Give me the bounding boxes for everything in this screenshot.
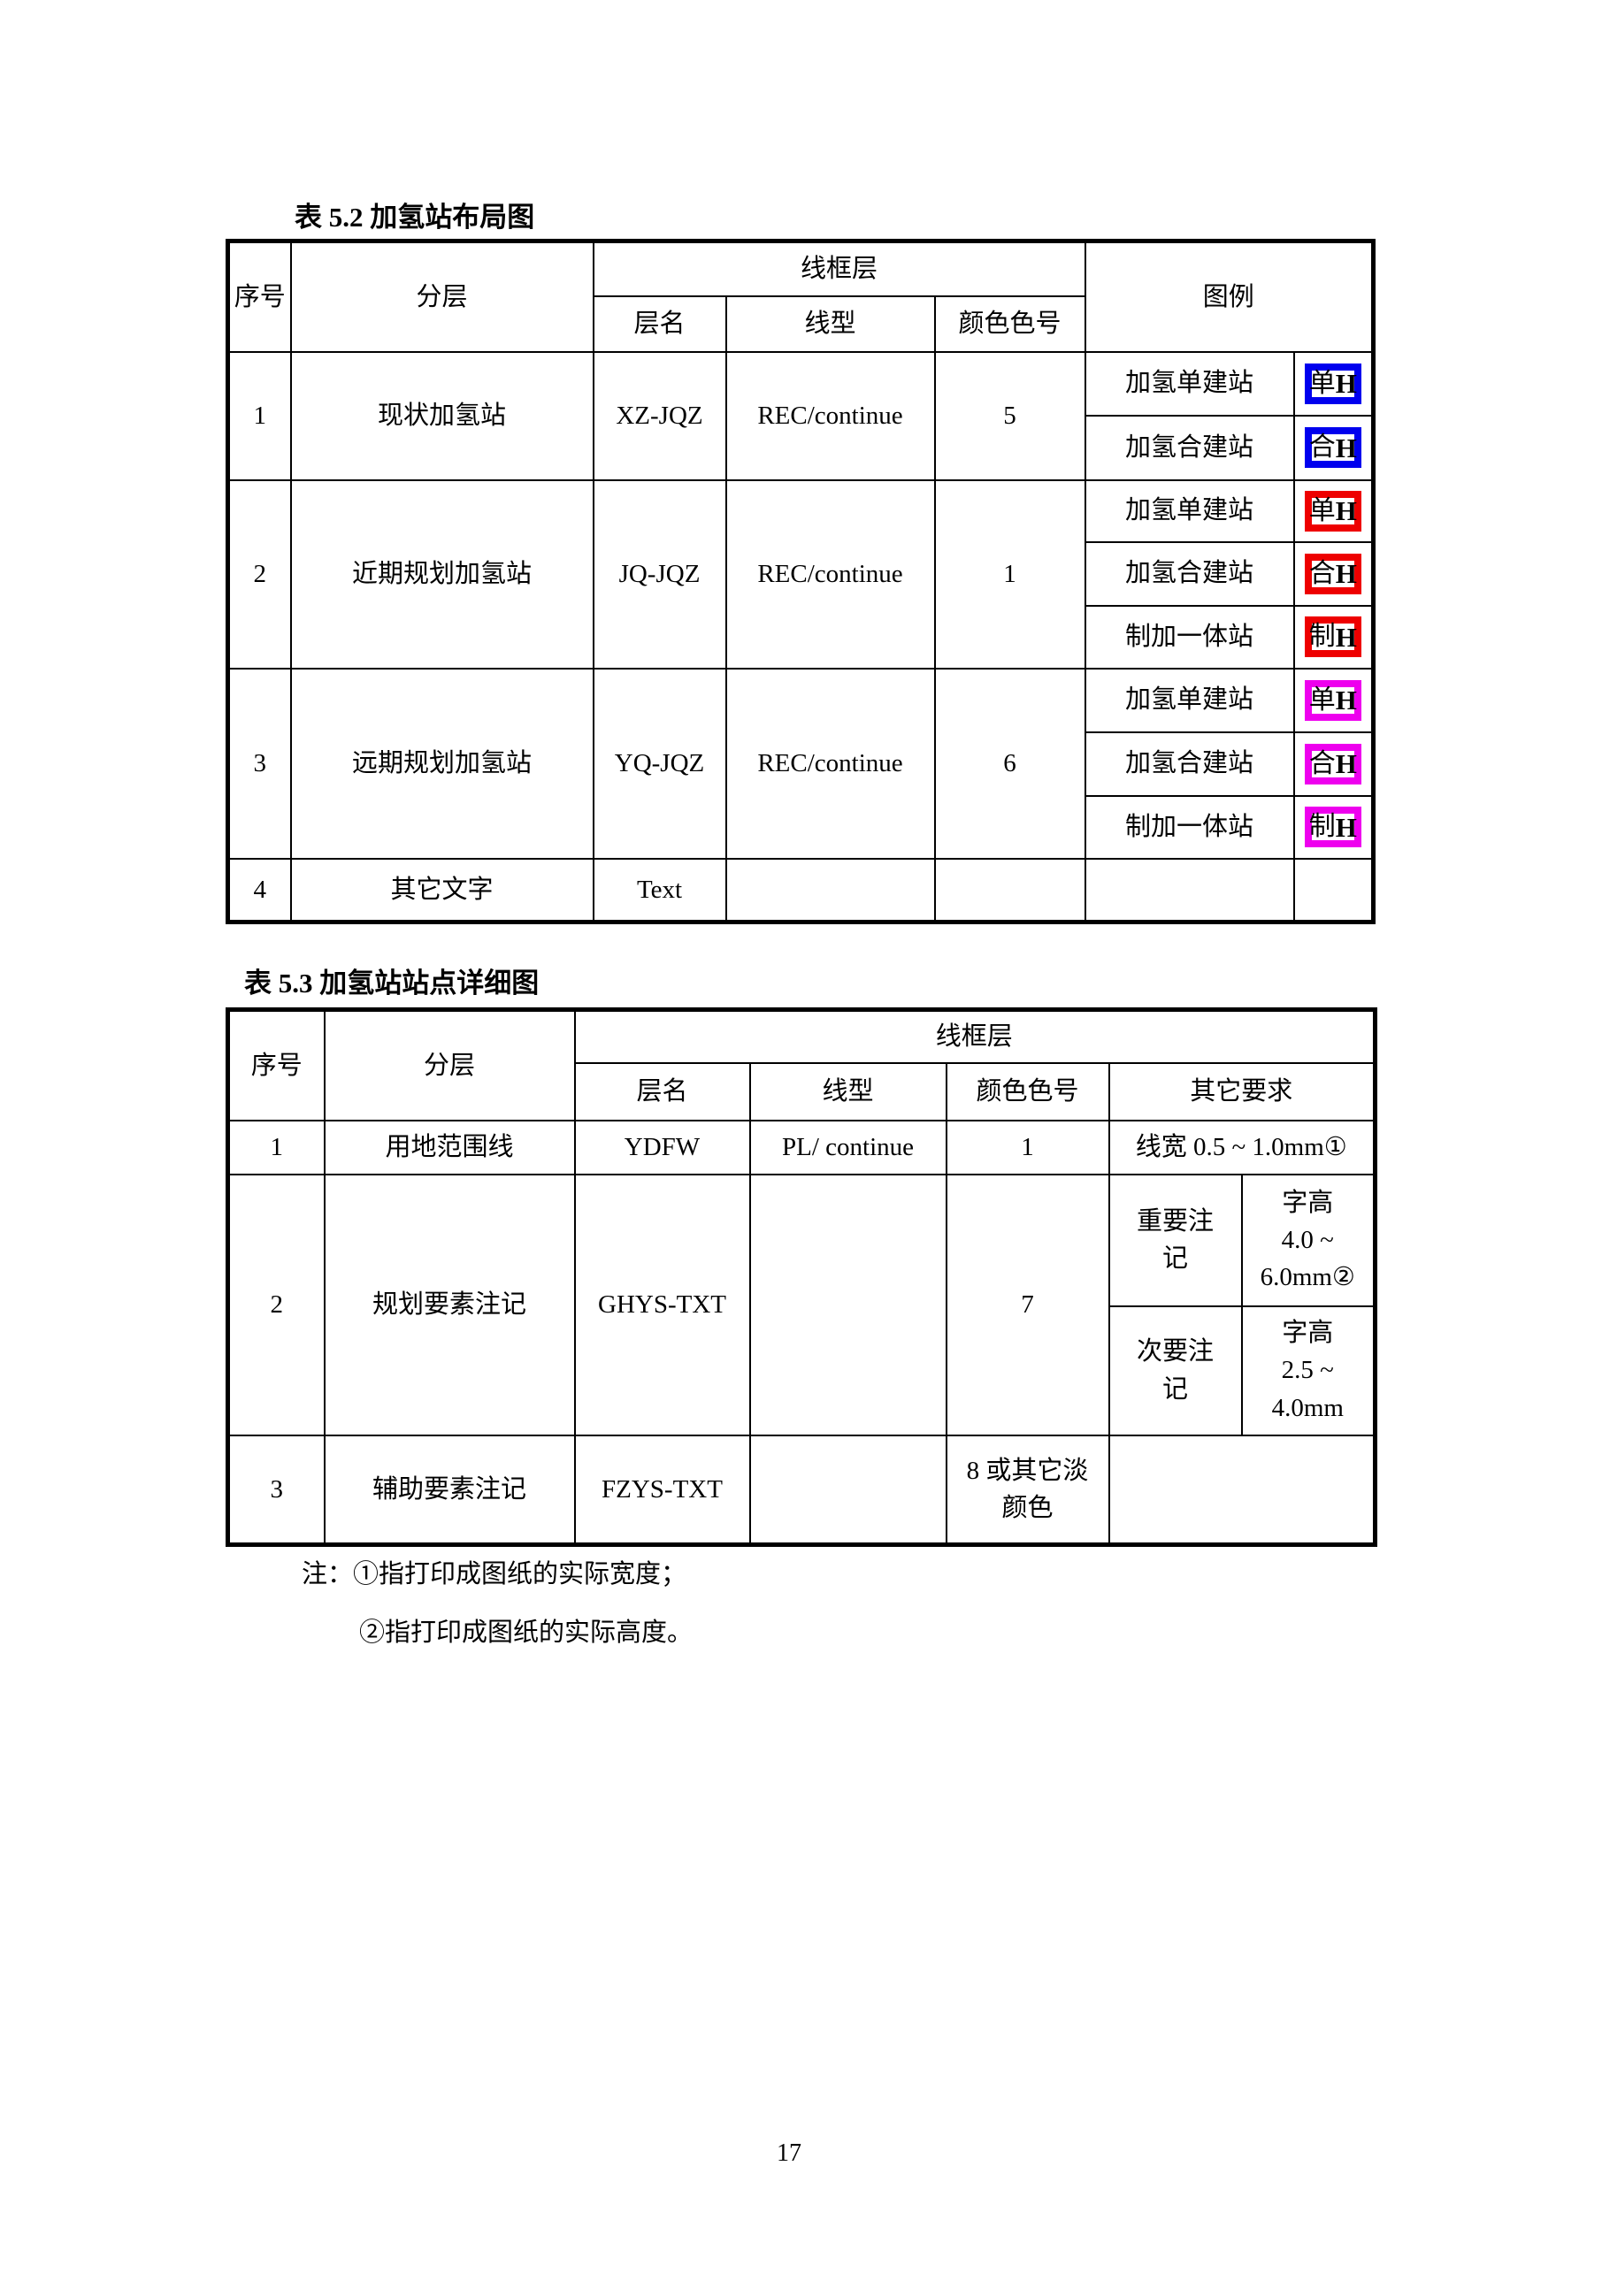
t52-row3-legend-label: 加氢单建站 — [1084, 667, 1295, 733]
t52-row2-legend-label: 加氢单建站 — [1084, 478, 1295, 543]
t52-row4-legend-symbol-cell — [1292, 857, 1375, 923]
t53-row3-layer: 辅助要素注记 — [323, 1434, 576, 1546]
t52-row2-layer-name: JQ-JQZ — [592, 478, 727, 670]
t53-row1-other-req: 线宽 0.5 ~ 1.0mm① — [1108, 1119, 1376, 1175]
t52-row1-layer: 现状加氢站 — [289, 350, 594, 481]
t53-header-color-no: 颜色色号 — [945, 1061, 1110, 1121]
t52-header-legend: 图例 — [1084, 240, 1375, 353]
t53-row3-other-req — [1108, 1434, 1376, 1546]
t52-row3-color-no: 6 — [933, 667, 1086, 860]
t53-header-no: 序号 — [226, 1008, 326, 1121]
t52-row2-legend-label: 加氢合建站 — [1084, 540, 1295, 607]
t53-row2-layer-name: GHYS-TXT — [573, 1173, 751, 1436]
t52-row2-legend-label: 制加一体站 — [1084, 604, 1295, 670]
table-5-3-title: 表 5.3 加氢站站点详细图 — [244, 968, 540, 999]
t53-row1-line-type: PL/ continue — [748, 1119, 947, 1175]
footnote-width: 注：①指打印成图纸的实际宽度； — [302, 1560, 687, 1588]
t52-header-color-no: 颜色色号 — [933, 295, 1086, 353]
t52-row2-layer: 近期规划加氢站 — [289, 478, 594, 670]
table-5-2: 序号 分层 线框层 图例 层名 线型 颜色色号 1 现状加氢站 XZ-JQZ R… — [226, 239, 1376, 924]
t52-row3-legend-label: 加氢合建站 — [1084, 731, 1295, 797]
t52-row2-line-type: REC/continue — [724, 478, 936, 670]
t53-row2-req-minor: 字高 2.5 ~ 4.0mm — [1240, 1305, 1376, 1436]
t52-row4-line-type — [724, 857, 936, 923]
t52-row1-layer-name: XZ-JQZ — [592, 350, 727, 481]
t52-row3-legend-label: 制加一体站 — [1084, 794, 1295, 860]
t52-row4-layer-name: Text — [592, 857, 727, 923]
t52-row1-no: 1 — [226, 350, 292, 481]
t52-row1-legend-label: 加氢合建站 — [1084, 414, 1295, 481]
t52-row4-color-no — [933, 857, 1086, 923]
t53-header-other-req: 其它要求 — [1108, 1061, 1376, 1121]
footnote-height: ②指打印成图纸的实际高度。 — [359, 1619, 694, 1647]
t52-row3-layer: 远期规划加氢站 — [289, 667, 594, 860]
t53-row1-no: 1 — [226, 1119, 326, 1175]
t53-header-frame-layer: 线框层 — [573, 1008, 1376, 1064]
t53-row2-no: 2 — [226, 1173, 326, 1436]
t53-row2-color-no: 7 — [945, 1173, 1110, 1436]
t53-header-layer-name: 层名 — [573, 1061, 751, 1121]
t52-row1-line-type: REC/continue — [724, 350, 936, 481]
t53-row3-layer-name: FZYS-TXT — [573, 1434, 751, 1546]
t52-row3-layer-name: YQ-JQZ — [592, 667, 727, 860]
t53-row2-req-major: 字高 4.0 ~ 6.0mm② — [1240, 1173, 1376, 1307]
t52-header-layer-name: 层名 — [592, 295, 727, 353]
t53-row1-color-no: 1 — [945, 1119, 1110, 1175]
t53-row3-line-type — [748, 1434, 947, 1546]
t53-header-line-type: 线型 — [748, 1061, 947, 1121]
page-number: 17 — [777, 2139, 801, 2167]
t53-row2-category-major: 重要注 记 — [1108, 1173, 1243, 1307]
t52-row3-no: 3 — [226, 667, 292, 860]
t53-header-layer: 分层 — [323, 1008, 576, 1121]
t52-row1-legend-label: 加氢单建站 — [1084, 350, 1295, 417]
t52-row3-line-type: REC/continue — [724, 667, 936, 860]
t53-row2-line-type — [748, 1173, 947, 1436]
table-5-2-title: 表 5.2 加氢站布局图 — [295, 202, 535, 233]
t53-row2-layer: 规划要素注记 — [323, 1173, 576, 1436]
table-5-3: 序号 分层 线框层 层名 线型 颜色色号 其它要求 1 用地范围线 YDFW P… — [226, 1007, 1377, 1547]
t52-header-no: 序号 — [226, 240, 292, 353]
t52-row2-no: 2 — [226, 478, 292, 670]
t53-row2-category-minor: 次要注 记 — [1108, 1305, 1243, 1436]
t52-row4-legend-label — [1084, 857, 1295, 923]
t53-row1-layer: 用地范围线 — [323, 1119, 576, 1175]
t52-header-line-type: 线型 — [724, 295, 936, 353]
t52-row4-no: 4 — [226, 857, 292, 923]
t53-row3-no: 3 — [226, 1434, 326, 1546]
t52-header-frame-layer: 线框层 — [592, 240, 1086, 297]
t52-header-layer: 分层 — [289, 240, 594, 353]
t53-row1-layer-name: YDFW — [573, 1119, 751, 1175]
t53-row3-color-no: 8 或其它淡 颜色 — [945, 1434, 1110, 1546]
t52-row1-color-no: 5 — [933, 350, 1086, 481]
t52-row2-color-no: 1 — [933, 478, 1086, 670]
t52-row4-layer: 其它文字 — [289, 857, 594, 923]
